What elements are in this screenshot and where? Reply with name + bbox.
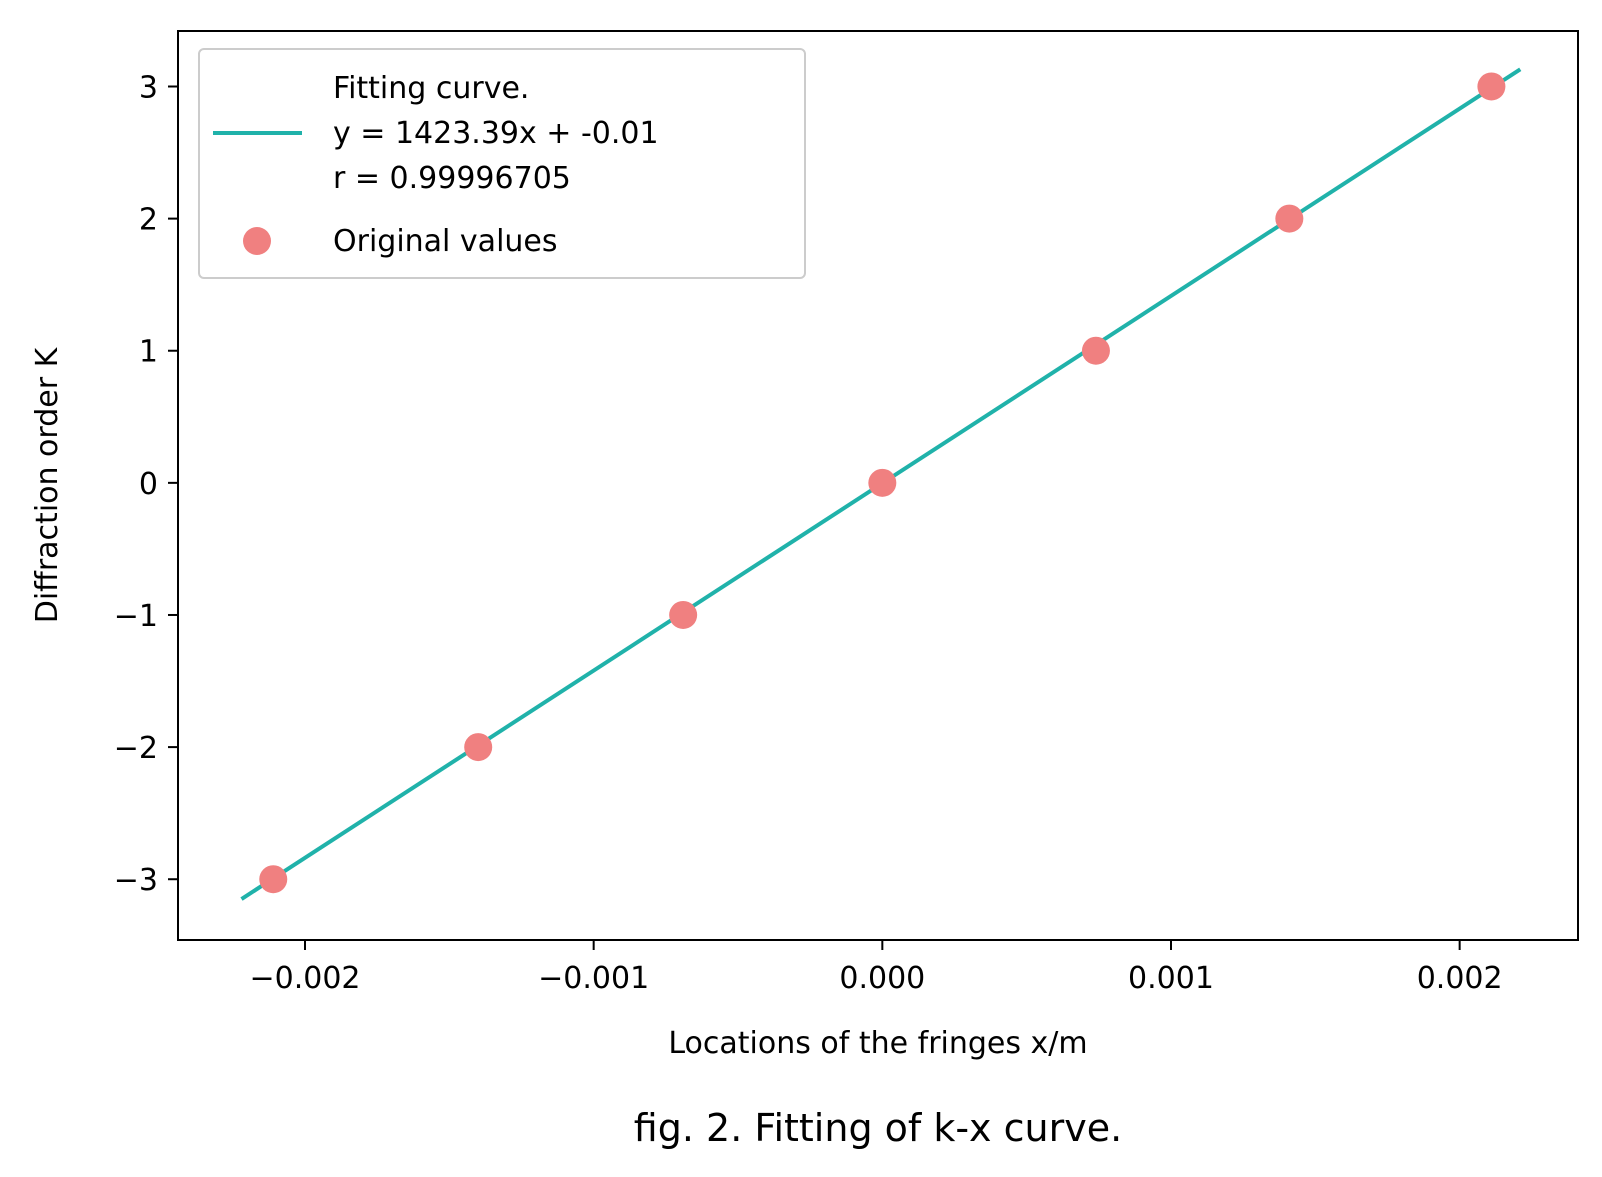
y-tick-label: −2	[114, 731, 158, 766]
data-point	[1477, 72, 1506, 101]
data-point	[259, 865, 288, 894]
legend-fit-label: r = 0.99996705	[333, 161, 571, 196]
x-tick-label: 0.000	[839, 961, 925, 996]
y-tick-label: −3	[114, 863, 158, 898]
x-tick-label: −0.002	[249, 961, 360, 996]
legend: Fitting curve. y = 1423.39x + -0.01 r = 0.…	[198, 48, 806, 279]
data-point	[1275, 204, 1304, 233]
data-point	[868, 468, 897, 497]
x-tick-label: 0.001	[1128, 961, 1214, 996]
y-tick-label: 1	[139, 335, 158, 370]
y-axis-ticks: −3 −2 −1 0 1 2 3	[114, 70, 178, 898]
y-axis-label: Diffraction order K	[30, 346, 65, 623]
legend-fit-label: y = 1423.39x + -0.01	[333, 116, 659, 151]
axes-frame	[177, 30, 1579, 941]
x-axis-ticks: −0.002 −0.001 0.000 0.001 0.002	[249, 940, 1503, 996]
legend-point-swatch	[243, 227, 271, 255]
legend-entries: Fitting curve. y = 1423.39x + -0.01 r = 0.…	[213, 71, 659, 259]
y-tick-label: 0	[139, 467, 158, 502]
legend-fit-label: Fitting curve.	[333, 71, 529, 106]
y-tick-label: −1	[114, 599, 158, 634]
figure-caption: fig. 2. Fitting of k-x curve.	[634, 1106, 1122, 1150]
data-point	[1081, 336, 1110, 365]
x-tick-label: 0.002	[1417, 961, 1503, 996]
x-tick-label: −0.001	[538, 961, 649, 996]
legend-points-label: Original values	[333, 224, 558, 259]
data-point	[669, 600, 698, 629]
data-point	[464, 733, 493, 762]
y-tick-label: 2	[139, 203, 158, 238]
y-tick-label: 3	[139, 70, 158, 105]
plot-area	[240, 67, 1522, 901]
x-axis-label: Locations of the fringes x/m	[668, 1026, 1087, 1061]
legend-box	[198, 48, 806, 279]
